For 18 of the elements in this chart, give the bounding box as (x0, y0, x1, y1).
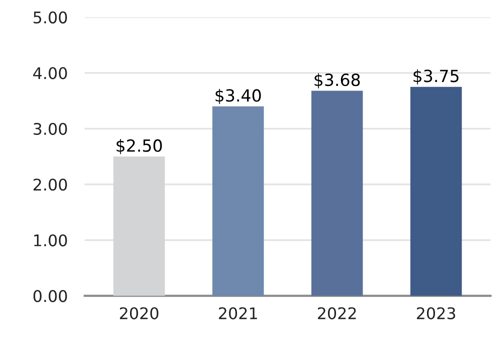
x-tick-label: 2021 (218, 307, 257, 320)
x-tick-label: 2020 (120, 307, 158, 320)
bar (410, 86, 462, 296)
bar (113, 156, 165, 296)
y-tick-label: 1.00 (34, 234, 67, 246)
data-label: $2.50 (116, 139, 162, 154)
x-tick-label: 2023 (416, 307, 456, 320)
data-label: $3.75 (414, 69, 458, 84)
y-tick-label: 0.00 (33, 290, 67, 302)
bar (311, 90, 363, 296)
data-label: $3.40 (216, 88, 261, 104)
y-tick-label: 3.00 (34, 122, 67, 135)
x-tick-label: 2022 (318, 307, 356, 320)
data-label: $3.68 (314, 73, 360, 88)
y-tick-label: 5.00 (34, 11, 67, 24)
y-tick-label: 2.00 (34, 178, 67, 191)
y-tick-label: 4.00 (33, 67, 67, 80)
bar (212, 106, 264, 296)
